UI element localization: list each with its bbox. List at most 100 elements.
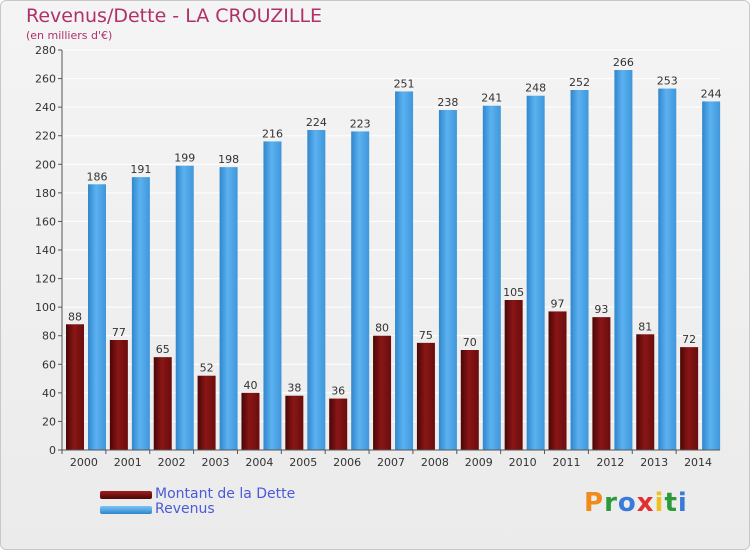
data-label: 244 xyxy=(701,87,722,100)
x-tick-label: 2008 xyxy=(421,456,449,469)
legend-label-revenus: Revenus xyxy=(155,501,215,517)
x-tick-label: 2011 xyxy=(552,456,580,469)
bar-dette xyxy=(285,395,304,450)
data-label: 223 xyxy=(350,117,371,130)
bar-revenus xyxy=(307,130,326,450)
y-tick-label: 60 xyxy=(42,358,56,371)
bar-revenus xyxy=(526,95,545,450)
bar-revenus xyxy=(351,131,370,450)
legend-swatch-dette xyxy=(100,491,152,499)
y-tick-label: 260 xyxy=(35,73,56,86)
bar-revenus xyxy=(219,167,238,450)
bar-dette xyxy=(373,335,392,450)
x-tick-label: 2004 xyxy=(245,456,273,469)
proxiti-logo: Proxiti xyxy=(584,488,688,518)
bar-dette xyxy=(548,311,567,450)
data-label: 252 xyxy=(569,76,590,89)
bar-revenus xyxy=(482,105,501,450)
y-tick-label: 0 xyxy=(49,444,56,457)
x-tick-label: 2005 xyxy=(289,456,317,469)
chart-subtitle: (en milliers d'€) xyxy=(26,29,113,42)
x-tick-label: 2003 xyxy=(202,456,230,469)
data-label: 52 xyxy=(200,362,214,375)
bar-revenus xyxy=(614,70,633,450)
data-label: 105 xyxy=(503,286,524,299)
data-label: 72 xyxy=(682,333,696,346)
y-tick-label: 40 xyxy=(42,387,56,400)
y-tick-label: 240 xyxy=(35,101,56,114)
data-label: 224 xyxy=(306,116,327,129)
data-label: 97 xyxy=(551,297,565,310)
x-tick-label: 2002 xyxy=(158,456,186,469)
y-tick-label: 140 xyxy=(35,244,56,257)
data-label: 253 xyxy=(657,75,678,88)
data-label: 241 xyxy=(481,92,502,105)
y-tick-label: 20 xyxy=(42,415,56,428)
bar-dette xyxy=(416,342,435,450)
bar-dette xyxy=(197,375,216,450)
chart-title: Revenus/Dette - LA CROUZILLE xyxy=(26,5,323,27)
x-tick-label: 2012 xyxy=(596,456,624,469)
data-label: 40 xyxy=(243,379,257,392)
data-label: 70 xyxy=(463,336,477,349)
y-tick-label: 80 xyxy=(42,330,56,343)
data-label: 251 xyxy=(394,77,415,90)
data-label: 75 xyxy=(419,329,433,342)
bar-dette xyxy=(636,334,655,450)
y-tick-label: 100 xyxy=(35,301,56,314)
data-label: 81 xyxy=(638,320,652,333)
y-tick-label: 200 xyxy=(35,158,56,171)
data-label: 191 xyxy=(130,163,151,176)
data-label: 65 xyxy=(156,343,170,356)
legend-swatch-revenus xyxy=(100,506,152,514)
x-tick-label: 2009 xyxy=(465,456,493,469)
y-tick-label: 120 xyxy=(35,273,56,286)
bar-revenus xyxy=(175,165,194,450)
bar-dette xyxy=(241,392,260,450)
y-tick-label: 160 xyxy=(35,215,56,228)
y-axis-ticks: 0 20 40 60 80 100 120 140 160 180 200 220 240 260 280 xyxy=(35,44,62,457)
y-tick-label: 220 xyxy=(35,130,56,143)
data-label: 238 xyxy=(437,96,458,109)
x-axis-ticks: 2000 2001 2002 2003 2004 2005 2006 2007 2008 2009… xyxy=(61,450,712,469)
bar-revenus xyxy=(702,101,721,450)
bar-revenus xyxy=(570,90,589,450)
data-label: 248 xyxy=(525,82,546,95)
bar-revenus xyxy=(395,91,414,450)
x-tick-label: 2007 xyxy=(377,456,405,469)
data-label: 88 xyxy=(68,310,82,323)
y-tick-label: 180 xyxy=(35,187,56,200)
data-label: 198 xyxy=(218,153,239,166)
x-tick-label: 2001 xyxy=(114,456,142,469)
data-label: 80 xyxy=(375,322,389,335)
data-label: 77 xyxy=(112,326,126,339)
data-label: 266 xyxy=(613,56,634,69)
bar-dette xyxy=(66,324,84,450)
bar-dette xyxy=(504,300,523,450)
bar-dette xyxy=(592,317,611,450)
x-tick-label: 2006 xyxy=(333,456,361,469)
data-label: 199 xyxy=(174,152,195,165)
bar-revenus xyxy=(658,88,677,451)
data-label: 38 xyxy=(287,382,301,395)
x-tick-label: 2000 xyxy=(70,456,98,469)
bar-dette xyxy=(329,398,348,450)
bar-revenus xyxy=(263,141,282,450)
data-label: 216 xyxy=(262,127,283,140)
legend-label-dette: Montant de la Dette xyxy=(155,486,296,502)
y-tick-label: 280 xyxy=(35,44,56,57)
bar-revenus xyxy=(438,110,457,450)
data-label: 93 xyxy=(594,303,608,316)
bar-dette xyxy=(109,340,128,450)
bar-revenus xyxy=(88,184,106,451)
data-labels: 88 186 77 191 65 199 52 198 40 216 38 224 36 223 80 251… xyxy=(68,56,722,398)
x-tick-label: 2014 xyxy=(684,456,712,469)
data-label: 36 xyxy=(331,385,345,398)
x-tick-label: 2010 xyxy=(509,456,537,469)
bar-revenus xyxy=(131,177,150,450)
x-tick-label: 2013 xyxy=(640,456,668,469)
bar-dette xyxy=(153,357,172,450)
data-label: 186 xyxy=(87,170,108,183)
bar-dette xyxy=(460,350,479,450)
